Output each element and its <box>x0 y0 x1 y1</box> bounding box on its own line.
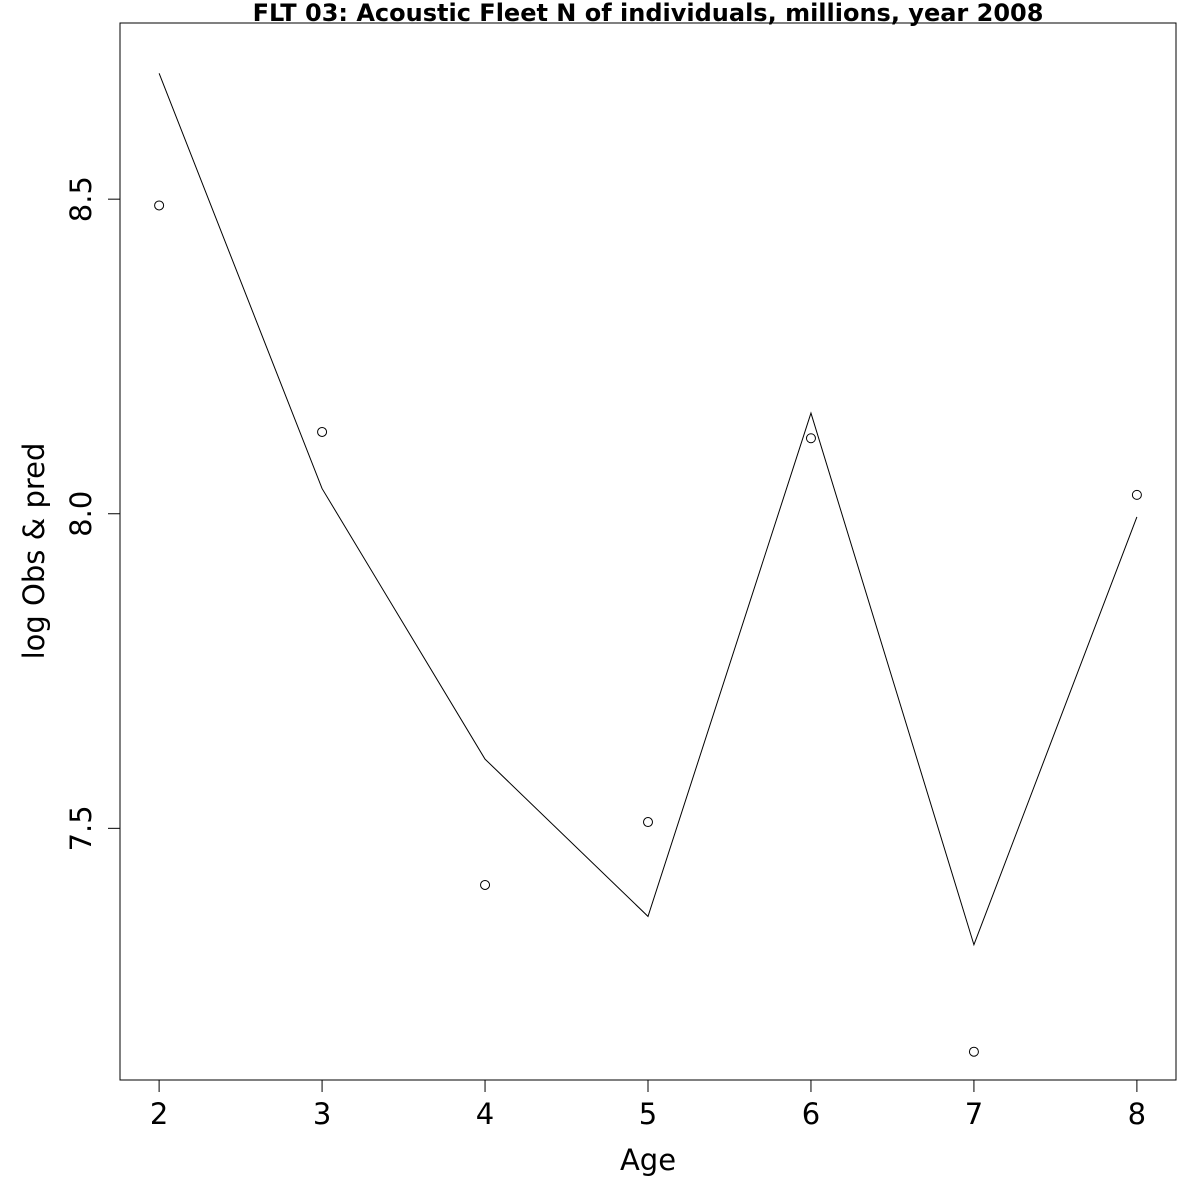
x-tick-label: 3 <box>313 1097 331 1131</box>
x-tick-label: 8 <box>1128 1097 1146 1131</box>
x-tick-label: 5 <box>639 1097 657 1131</box>
observed-point <box>968 1046 979 1057</box>
y-axis: 7.5 8.0 8.5 <box>64 176 120 851</box>
y-tick-label: 8.5 <box>64 176 98 222</box>
x-tick-label: 7 <box>965 1097 983 1131</box>
x-tick-label: 2 <box>150 1097 168 1131</box>
predicted-line <box>158 73 1138 947</box>
y-tick-label: 8.0 <box>64 491 98 537</box>
observed-point <box>154 200 165 211</box>
x-axis-label: Age <box>620 1143 676 1177</box>
observed-point <box>805 433 816 444</box>
series-layer <box>154 73 1142 1057</box>
y-axis-label: log Obs & pred <box>17 443 51 660</box>
x-tick-label: 6 <box>802 1097 820 1131</box>
observed-point <box>1131 489 1142 500</box>
y-tick-label: 7.5 <box>64 805 98 851</box>
x-tick-label: 4 <box>476 1097 494 1131</box>
observed-point <box>643 817 653 828</box>
x-axis: 2 3 4 5 6 7 8 <box>150 1080 1146 1131</box>
observed-point <box>480 879 491 890</box>
observed-point <box>317 426 328 437</box>
